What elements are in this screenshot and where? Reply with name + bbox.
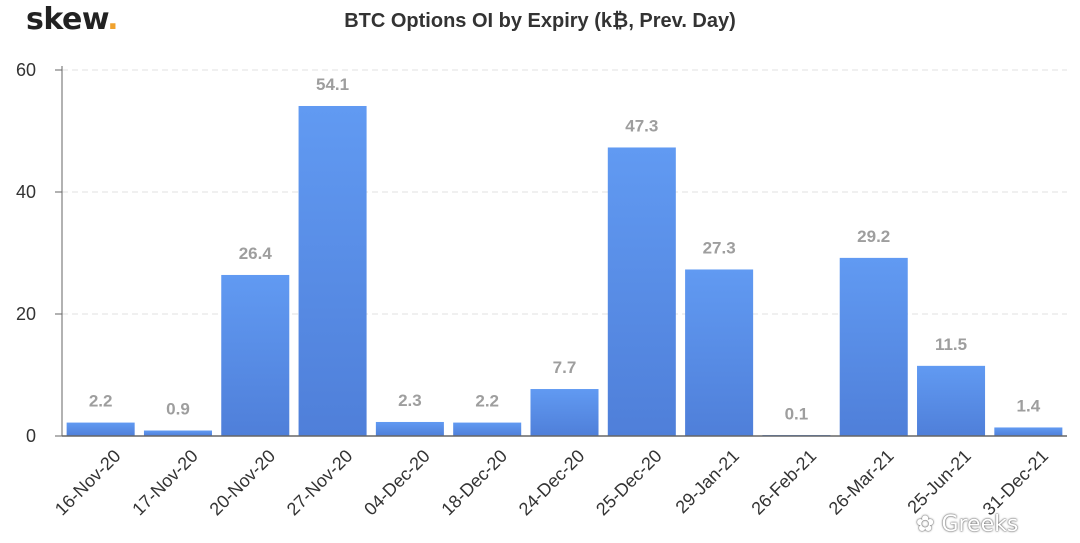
- y-tick-label-40: 40: [16, 182, 36, 202]
- value-label-16-Nov-20: 2.2: [89, 392, 113, 411]
- bar-29-Jan-21: [685, 269, 754, 436]
- x-tick-label-25-Jun-21: 25-Jun-21: [903, 446, 974, 517]
- x-tick-label-16-Nov-20: 16-Nov-20: [51, 446, 125, 520]
- x-tick-label-26-Feb-21: 26-Feb-21: [747, 446, 820, 519]
- bar-17-Nov-20: [143, 430, 212, 436]
- bar-26-Mar-21: [839, 257, 908, 436]
- bars: [66, 105, 1063, 437]
- bar-04-Dec-20: [375, 421, 444, 436]
- value-label-25-Dec-20: 47.3: [625, 116, 658, 135]
- y-tick-label-20: 20: [16, 304, 36, 324]
- bar-24-Dec-20: [530, 389, 599, 436]
- x-tick-label-17-Nov-20: 17-Nov-20: [128, 446, 202, 520]
- bar-27-Nov-20: [298, 105, 367, 437]
- value-label-26-Mar-21: 29.2: [857, 227, 890, 246]
- x-tick-label-29-Jan-21: 29-Jan-21: [672, 446, 743, 517]
- chart-title: BTC Options OI by Expiry (k₿, Prev. Day): [344, 10, 736, 32]
- value-label-26-Feb-21: 0.1: [785, 404, 809, 423]
- logo-dot: .: [107, 2, 119, 37]
- value-label-18-Dec-20: 2.2: [475, 392, 499, 411]
- value-label-24-Dec-20: 7.7: [553, 358, 577, 377]
- value-label-20-Nov-20: 26.4: [239, 244, 273, 263]
- axes: 0 20 40 60 16-Nov-20 17-Nov-20 20-Nov-20 27-Nov…: [16, 60, 1067, 519]
- x-tick-label-20-Nov-20: 20-Nov-20: [206, 446, 280, 520]
- gridlines: [62, 69, 1067, 315]
- bar-18-Dec-20: [453, 422, 522, 436]
- value-labels: 2.2 0.9 26.4 54.1 2.3 2.2 7.7 47.3 27.3 0.1 29.2 11…: [89, 75, 1041, 423]
- x-tick-label-24-Dec-20: 24-Dec-20: [515, 446, 589, 520]
- y-tick-label-0: 0: [26, 426, 36, 446]
- x-tick-label-31-Dec-21: 31-Dec-21: [979, 446, 1053, 520]
- bar-31-Dec-21: [994, 427, 1063, 436]
- x-tick-label-25-Dec-20: 25-Dec-20: [592, 446, 666, 520]
- x-tick-label-26-Mar-21: 26-Mar-21: [825, 446, 898, 519]
- x-tick-label-04-Dec-20: 04-Dec-20: [360, 446, 434, 520]
- wechat-icon: ✿: [916, 512, 942, 537]
- x-tick-label-18-Dec-20: 18-Dec-20: [437, 446, 511, 520]
- value-label-27-Nov-20: 54.1: [316, 75, 349, 94]
- bar-25-Jun-21: [917, 365, 986, 436]
- logo-text: skew: [26, 2, 108, 37]
- watermark-text: Greeks: [941, 512, 1019, 537]
- bar-25-Dec-20: [607, 147, 676, 436]
- y-tick-label-60: 60: [16, 60, 36, 80]
- x-tick-label-27-Nov-20: 27-Nov-20: [283, 446, 357, 520]
- watermark: ✿ Greeks: [916, 512, 1018, 537]
- value-label-17-Nov-20: 0.9: [166, 400, 190, 419]
- bar-20-Nov-20: [221, 274, 290, 436]
- value-label-31-Dec-21: 1.4: [1017, 396, 1041, 415]
- value-label-25-Jun-21: 11.5: [935, 335, 967, 354]
- value-label-29-Jan-21: 27.3: [703, 238, 736, 257]
- bar-16-Nov-20: [66, 422, 135, 436]
- skew-logo: skew.: [26, 2, 119, 37]
- value-label-04-Dec-20: 2.3: [398, 391, 422, 410]
